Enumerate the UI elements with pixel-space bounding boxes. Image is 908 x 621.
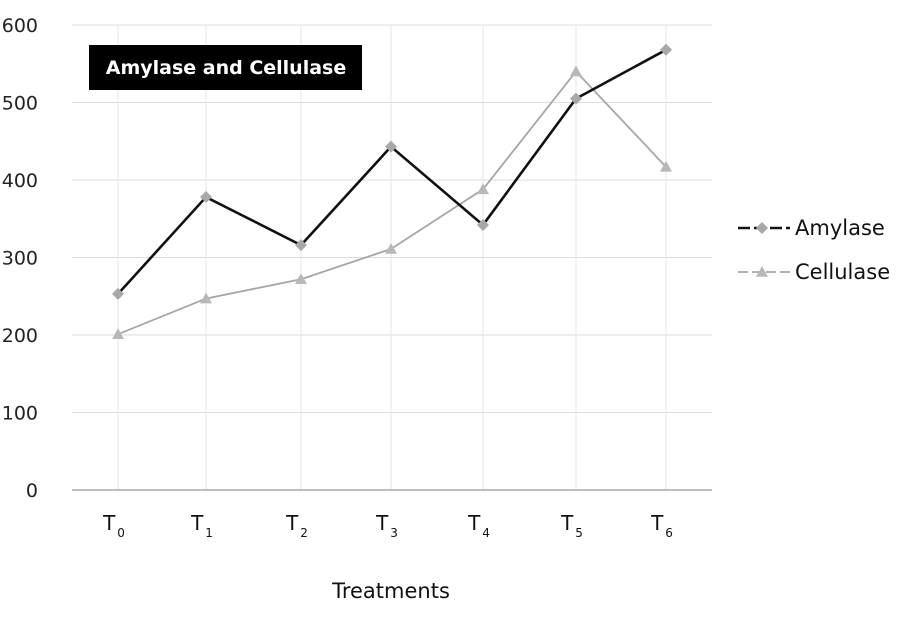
y-tick-label: 400 [2,170,38,192]
data-point [295,273,307,284]
data-point [295,239,307,252]
y-tick-label: 0 [26,480,38,502]
y-tick-label: 100 [2,403,38,425]
data-point [200,191,212,204]
data-point [112,328,124,340]
data-point [660,43,672,56]
series [112,43,672,340]
data-point [200,292,212,304]
chart-title: Amylase and Cellulase [89,45,362,90]
series-amylase [112,43,672,300]
y-tick-label: 500 [2,93,38,115]
legend-label: Cellulase [795,260,890,284]
legend-marker [756,222,768,234]
y-tick-label: 200 [2,325,38,347]
legend: Amylase Cellulase [738,216,890,284]
legend-marker [756,266,768,277]
data-point [477,183,489,195]
y-tick-label: 600 [2,15,38,37]
data-point [477,218,489,231]
data-point [385,242,397,254]
legend-item-cellulase: Cellulase [738,260,890,284]
data-point [385,140,397,153]
chart-title-text: Amylase and Cellulase [106,57,347,79]
data-point [112,287,124,300]
data-point [570,65,582,77]
y-tick-labels: 0 100 200 300 400 500 600 [2,15,38,502]
legend-item-amylase: Amylase [738,216,885,240]
x-axis-title: Treatments [331,579,450,603]
y-tick-label: 300 [2,248,38,270]
grid [72,24,712,490]
chart-title-background [89,45,362,90]
legend-label: Amylase [795,216,885,240]
data-point [660,160,672,172]
series-cellulase [112,65,672,340]
data-point [570,92,582,105]
